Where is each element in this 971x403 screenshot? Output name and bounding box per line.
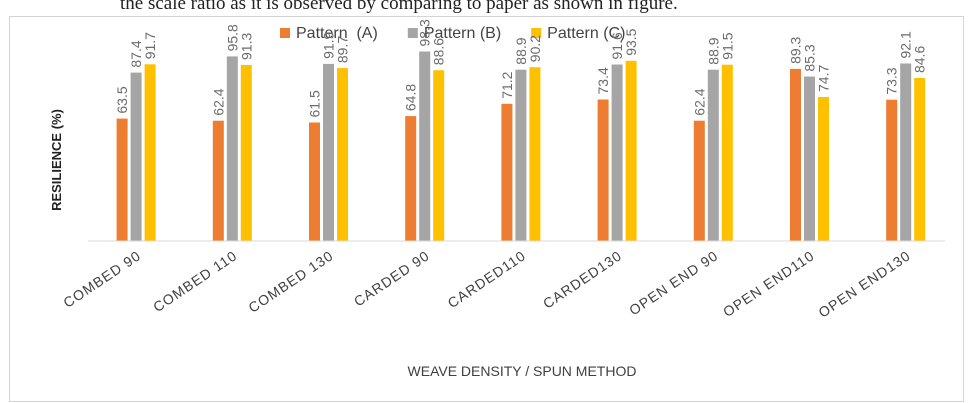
x-axis-title: WEAVE DENSITY / SPUN METHOD <box>408 363 637 379</box>
tick-label-carded110: CARDED110 <box>445 247 529 311</box>
data-label-pattern-c-combed-90: 91.7 <box>142 32 158 59</box>
bar-pattern-c-combed-110 <box>240 65 252 241</box>
data-label-pattern-c-combed-110: 91.3 <box>238 33 254 60</box>
legend-label-pattern-a: Pattern (A) <box>296 25 378 42</box>
tick-label-open-end-90: OPEN END 90 <box>626 247 721 318</box>
data-label-pattern-a-carded130: 73.4 <box>595 67 611 94</box>
bar-pattern-a-carded110 <box>501 103 513 241</box>
legend: Pattern (A) Pattern (B) Pattern (C) <box>280 25 625 42</box>
bar-pattern-a-combed-130 <box>309 122 320 241</box>
data-label-pattern-b-combed-90: 87.4 <box>128 40 144 67</box>
bar-pattern-a-combed-90 <box>116 118 128 241</box>
bar-pattern-c-carded130 <box>625 60 637 241</box>
tick-label-carded-90: CARDED 90 <box>351 247 433 309</box>
legend-label-pattern-b: Pattern (B) <box>424 25 501 42</box>
legend-swatch-pattern-a <box>280 28 290 38</box>
bar-pattern-c-carded-90 <box>433 70 445 241</box>
data-label-pattern-b-carded-90: 98.3 <box>417 19 433 46</box>
bar-pattern-a-open-end110 <box>790 68 801 242</box>
tick-label-combed-130: COMBED 130 <box>245 247 336 315</box>
data-label-pattern-a-combed-90: 63.5 <box>114 86 130 113</box>
data-label-pattern-c-carded-90: 88.6 <box>431 38 447 65</box>
data-label-pattern-b-open-end130: 92.1 <box>898 31 914 58</box>
bars <box>116 51 926 242</box>
data-label-pattern-a-combed-130: 61.5 <box>307 90 323 117</box>
tick-label-open-end130: OPEN END130 <box>815 247 913 320</box>
data-label-pattern-c-open-end130: 84.6 <box>912 46 928 73</box>
bar-pattern-a-carded130 <box>597 99 609 241</box>
cropped-text: the scale ratio as it is observed by com… <box>120 0 678 14</box>
legend-swatch-pattern-c <box>531 28 542 38</box>
bar-pattern-b-open-end110 <box>804 76 815 241</box>
data-label-pattern-c-carded110: 90.2 <box>527 35 543 62</box>
tick-label-open-end110: OPEN END110 <box>720 247 817 320</box>
bar-pattern-b-open-end-90 <box>707 69 719 241</box>
data-labels: 63.5 87.491.7 62.4 95.891.3 61.5 91.989.7 64.8… <box>114 19 928 117</box>
y-axis-title: RESILIENCE (%) <box>49 109 64 211</box>
data-label-pattern-a-carded110: 71.2 <box>499 71 515 98</box>
data-label-pattern-a-combed-110: 62.4 <box>210 88 226 115</box>
bar-pattern-b-carded-90 <box>419 51 431 241</box>
data-label-pattern-a-open-end130: 73.3 <box>884 67 900 94</box>
bar-pattern-b-carded110 <box>515 69 527 241</box>
bar-pattern-c-open-end-90 <box>721 64 733 241</box>
bar-pattern-b-combed-110 <box>226 56 238 242</box>
legend-label-pattern-c: Pattern (C) <box>547 25 625 42</box>
x-tick-labels: COMBED 90 COMBED 110 COMBED 130 CARDED 90 CA… <box>60 247 913 320</box>
cropped-text-line: the scale ratio as it is observed by com… <box>0 0 971 14</box>
bar-pattern-b-carded130 <box>611 64 623 241</box>
data-label-pattern-c-open-end-90: 91.5 <box>719 32 735 59</box>
data-label-pattern-b-carded130: 91.6 <box>609 32 625 59</box>
data-label-pattern-b-combed-130: 91.9 <box>321 31 337 58</box>
bar-pattern-a-carded-90 <box>405 116 417 241</box>
bar-pattern-c-open-end110 <box>818 97 829 241</box>
data-label-pattern-b-carded110: 88.9 <box>513 37 529 64</box>
data-label-pattern-c-combed-130: 89.7 <box>335 36 351 63</box>
bar-pattern-c-combed-90 <box>144 64 156 241</box>
bar-pattern-a-open-end130 <box>886 99 898 241</box>
bar-pattern-b-combed-90 <box>130 72 142 241</box>
tick-label-carded130: CARDED130 <box>540 247 625 311</box>
data-label-pattern-b-open-end-90: 88.9 <box>705 37 721 64</box>
bar-pattern-a-open-end-90 <box>693 120 705 241</box>
bar-pattern-a-combed-110 <box>212 120 224 241</box>
tick-label-combed-90: COMBED 90 <box>60 247 143 311</box>
data-label-pattern-a-open-end110: 89.3 <box>788 36 804 63</box>
data-label-pattern-c-open-end110: 74.7 <box>816 65 832 92</box>
data-label-pattern-c-carded130: 93.5 <box>623 28 639 55</box>
bar-pattern-c-carded110 <box>529 67 541 241</box>
legend-swatch-pattern-b <box>407 28 418 38</box>
tick-label-combed-110: COMBED 110 <box>150 247 240 315</box>
bar-pattern-b-combed-130 <box>323 63 334 242</box>
bar-pattern-c-open-end130 <box>914 78 926 241</box>
data-label-pattern-a-carded-90: 64.8 <box>403 84 419 111</box>
bar-pattern-b-open-end130 <box>900 63 912 241</box>
data-label-pattern-a-open-end-90: 62.4 <box>691 88 707 115</box>
bar-pattern-c-combed-130 <box>337 68 348 241</box>
data-label-pattern-b-open-end110: 85.3 <box>802 44 818 71</box>
data-label-pattern-b-combed-110: 95.8 <box>224 24 240 51</box>
